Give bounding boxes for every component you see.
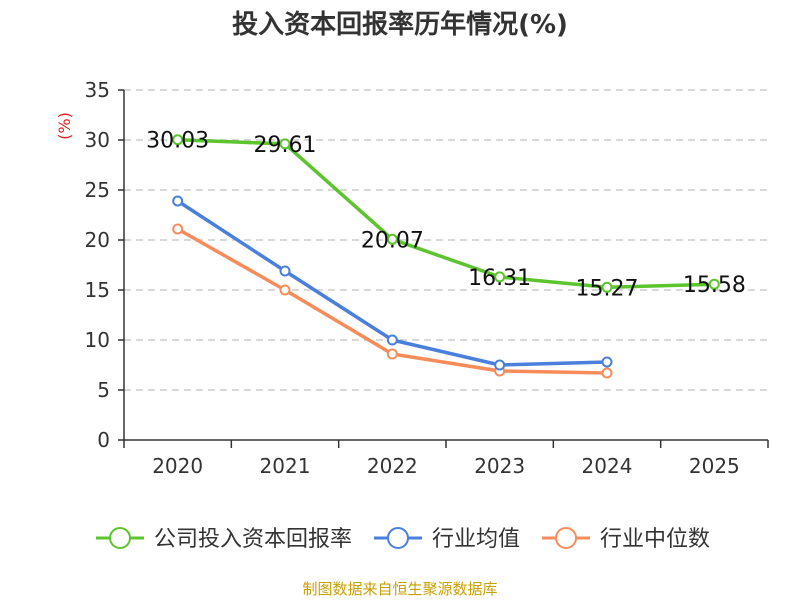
legend-label: 公司投入资本回报率 xyxy=(154,527,352,552)
data-label: 30.03 xyxy=(146,129,209,154)
data-point xyxy=(279,265,291,277)
y-tick-label: 5 xyxy=(97,378,110,402)
data-label: 20.07 xyxy=(361,228,424,253)
series-layer xyxy=(172,134,720,379)
y-tick-label: 30 xyxy=(85,128,110,152)
data-point xyxy=(279,138,291,150)
data-point xyxy=(494,359,506,371)
chart-title: 投入资本回报率历年情况(%) xyxy=(232,10,568,40)
data-point xyxy=(601,281,613,293)
grid-layer xyxy=(124,89,768,391)
legend-swatch-marker xyxy=(555,527,577,549)
legend-label: 行业均值 xyxy=(432,527,520,552)
data-label: 15.58 xyxy=(683,273,746,298)
x-tick-label: 2023 xyxy=(474,454,525,478)
y-tick-label: 25 xyxy=(85,178,110,202)
data-point xyxy=(708,278,720,290)
legend-swatch-marker xyxy=(109,527,131,549)
data-point xyxy=(172,223,184,235)
source-note: 制图数据来自恒生聚源数据库 xyxy=(302,580,498,598)
data-point xyxy=(601,367,613,379)
data-point xyxy=(601,356,613,368)
x-tick-label: 2022 xyxy=(367,454,418,478)
data-label-layer: 30.03 29.61 20.07 16.31 15.27 15.58 xyxy=(146,129,746,302)
x-tick-label: 2021 xyxy=(260,454,311,478)
x-tick-label: 2024 xyxy=(582,454,633,478)
data-point xyxy=(386,348,398,360)
y-tick-label: 20 xyxy=(85,228,110,252)
data-label: 16.31 xyxy=(468,266,531,291)
data-point xyxy=(494,271,506,283)
data-point xyxy=(386,334,398,346)
series-line-0 xyxy=(177,137,715,290)
y-tick-label: 0 xyxy=(97,428,110,452)
x-tick-label: 2025 xyxy=(689,454,740,478)
x-tick-label: 2020 xyxy=(152,454,203,478)
legend-label: 行业中位数 xyxy=(600,527,710,552)
data-label: 29.61 xyxy=(254,133,317,158)
legend: 公司投入资本回报率 行业均值 行业中位数 xyxy=(96,527,710,552)
legend-swatch-marker xyxy=(387,527,409,549)
data-point xyxy=(279,284,291,296)
data-point xyxy=(172,195,184,207)
y-tick-label: 35 xyxy=(85,78,110,102)
y-axis-label: (%) xyxy=(55,112,74,140)
y-tick-label: 15 xyxy=(85,278,110,302)
y-tick-label: 10 xyxy=(85,328,110,352)
data-point xyxy=(172,134,184,146)
data-label: 15.27 xyxy=(576,276,639,301)
data-point xyxy=(386,233,398,245)
